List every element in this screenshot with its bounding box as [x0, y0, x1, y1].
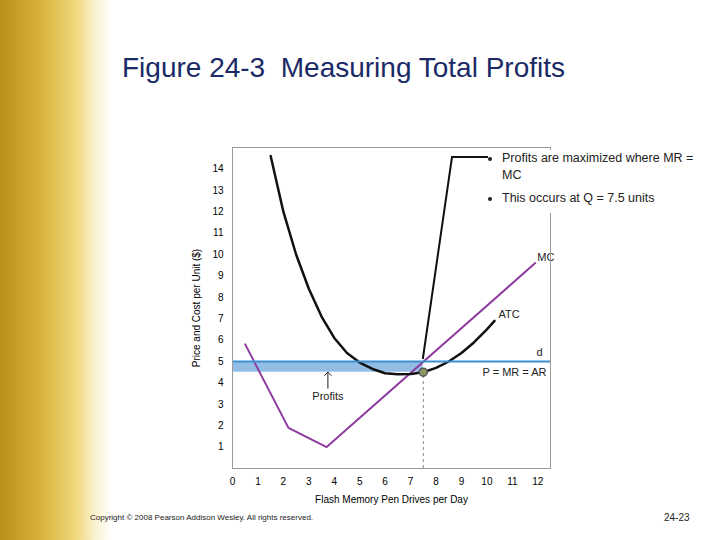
svg-text:Flash Memory Pen Drives per Da: Flash Memory Pen Drives per Day	[315, 494, 468, 505]
svg-text:ATC: ATC	[499, 308, 520, 320]
svg-text:10: 10	[481, 476, 493, 487]
svg-text:5: 5	[218, 356, 224, 367]
svg-text:5: 5	[357, 476, 363, 487]
svg-text:10: 10	[212, 249, 224, 260]
svg-text:d: d	[537, 346, 543, 358]
html-text:This occurs at Q = 7.5 units: This occurs at Q = 7.5 units	[502, 191, 655, 205]
svg-text:P = MR = AR: P = MR = AR	[483, 366, 547, 378]
svg-text:9: 9	[218, 270, 224, 281]
svg-text:3: 3	[306, 476, 312, 487]
svg-text:14: 14	[212, 163, 224, 174]
svg-text:MC: MC	[537, 251, 554, 263]
svg-text:Profits: Profits	[312, 390, 344, 402]
html-text:24-23: 24-23	[664, 512, 690, 523]
html-text:Profits are maximized where MR: Profits are maximized where MR = MC	[502, 151, 694, 182]
svg-text:Price and Cost per Unit ($): Price and Cost per Unit ($)	[191, 249, 202, 367]
html-text:Figure 24-3 Measuring Total Pr: Figure 24-3 Measuring Total Profits	[122, 52, 565, 83]
svg-text:2: 2	[281, 476, 287, 487]
svg-text:11: 11	[213, 227, 224, 238]
svg-text:13: 13	[212, 185, 224, 196]
svg-text:7: 7	[408, 476, 414, 487]
svg-text:1: 1	[255, 476, 261, 487]
svg-text:8: 8	[433, 476, 439, 487]
svg-text:1: 1	[218, 441, 224, 452]
svg-text:9: 9	[459, 476, 465, 487]
svg-text:4: 4	[218, 377, 224, 388]
svg-text:8: 8	[218, 292, 224, 303]
svg-text:2: 2	[218, 420, 224, 431]
svg-text:3: 3	[218, 399, 224, 410]
svg-text:7: 7	[218, 313, 224, 324]
svg-text:0: 0	[230, 476, 236, 487]
svg-text:12: 12	[212, 206, 224, 217]
html-text:Copyright © 2008 Pearson Addis: Copyright © 2008 Pearson Addison Wesley.…	[90, 513, 313, 522]
svg-text:6: 6	[382, 476, 388, 487]
svg-text:11: 11	[507, 476, 518, 487]
svg-text:4: 4	[331, 476, 337, 487]
svg-text:12: 12	[532, 476, 544, 487]
svg-text:6: 6	[218, 334, 224, 345]
